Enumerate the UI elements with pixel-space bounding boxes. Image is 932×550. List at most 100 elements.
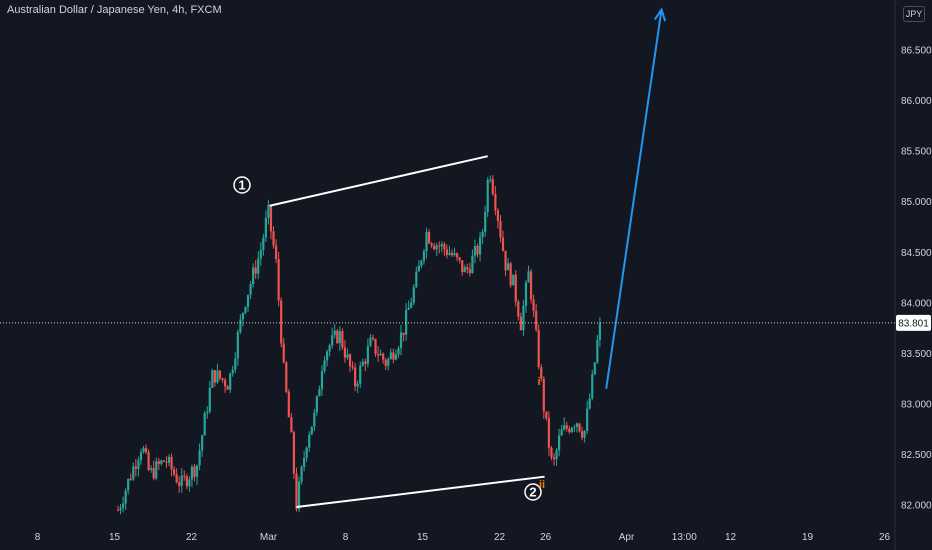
candle-body xyxy=(427,231,431,244)
candle-body xyxy=(183,475,186,477)
price-tick-label: 83.500 xyxy=(901,349,932,360)
candle-body xyxy=(494,193,497,211)
candle-body xyxy=(287,391,290,418)
candle-body xyxy=(550,447,553,458)
candle-body xyxy=(346,354,349,358)
candle-body xyxy=(565,425,568,429)
candle-body xyxy=(440,244,443,247)
candle-body xyxy=(351,366,354,368)
price-tick-label: 85.000 xyxy=(901,197,932,208)
candle-body xyxy=(580,431,584,438)
candle-body xyxy=(524,282,528,306)
time-axis[interactable]: 8 15 22 Mar 8 15 22 26 Apr 13:00 12 19 26 xyxy=(35,532,891,543)
candle-body xyxy=(514,274,517,302)
candle-body xyxy=(223,380,227,387)
candle-body xyxy=(116,510,120,512)
candle-body xyxy=(570,427,573,433)
candle-body xyxy=(198,450,201,466)
candle-body xyxy=(267,205,270,218)
candle-body xyxy=(517,301,520,317)
candle-body xyxy=(188,479,191,487)
price-tick-label: 84.500 xyxy=(901,248,932,259)
last-price-box xyxy=(896,314,931,331)
candle-body xyxy=(150,468,153,470)
candle-body xyxy=(239,319,242,333)
candle-body xyxy=(545,411,548,419)
candle-body xyxy=(178,482,181,486)
candle-body xyxy=(211,370,214,388)
candle-body xyxy=(280,300,283,344)
candle-body xyxy=(325,351,329,361)
wave-label: 2 xyxy=(529,485,536,500)
candle-body xyxy=(405,309,408,335)
candle-body xyxy=(591,374,594,399)
candle-body xyxy=(540,367,543,379)
price-tick-label: 86.000 xyxy=(901,96,932,107)
candle-body xyxy=(310,426,313,435)
currency-badge[interactable]: JPY xyxy=(903,6,925,22)
candle-body xyxy=(552,457,556,460)
candle-body xyxy=(384,359,387,366)
candle-body xyxy=(522,305,525,331)
time-tick-label: Mar xyxy=(260,532,278,543)
candle-body xyxy=(361,361,364,366)
candle-body xyxy=(218,370,222,379)
candle-body xyxy=(598,322,601,341)
projection-arrow-line xyxy=(605,9,663,389)
candle-body xyxy=(132,466,135,480)
candle-body xyxy=(162,460,165,462)
candle-body xyxy=(257,258,260,274)
candle-body xyxy=(422,251,426,261)
candle-body xyxy=(249,284,252,295)
candle-body xyxy=(208,387,211,412)
candle-body xyxy=(308,434,311,448)
candle-body xyxy=(259,250,262,259)
candle-body xyxy=(509,263,512,286)
candle-body xyxy=(236,332,239,359)
candle-body xyxy=(185,476,188,487)
candle-body xyxy=(252,267,255,285)
candle-body xyxy=(300,466,303,482)
candle-body xyxy=(461,260,464,273)
price-axis[interactable]: 82.000 82.500 83.000 83.500 84.000 84.500 85.0… xyxy=(901,46,932,512)
price-tick-label: 82.500 xyxy=(901,450,932,461)
subwave-label: ii xyxy=(539,479,545,491)
wave-label: 1 xyxy=(238,178,245,193)
candle-body xyxy=(292,432,296,474)
candle-body xyxy=(397,348,400,355)
candle-body xyxy=(529,271,533,300)
candle-body xyxy=(458,257,461,261)
candle-body xyxy=(165,461,168,463)
candle-body xyxy=(586,408,589,431)
candle-body xyxy=(331,335,334,346)
candle-body xyxy=(596,340,599,363)
time-tick-label: 22 xyxy=(186,532,198,543)
candle-body xyxy=(560,429,563,436)
candle-body xyxy=(575,423,579,427)
candle-body xyxy=(221,378,224,381)
candle-body xyxy=(277,258,280,301)
candle-body xyxy=(323,360,326,372)
time-tick-label: 8 xyxy=(343,532,349,543)
candle-body xyxy=(147,452,150,470)
candle-body xyxy=(364,361,367,364)
candle-body xyxy=(507,263,510,271)
candle-body xyxy=(129,478,132,480)
candle-body xyxy=(484,212,487,233)
candle-body xyxy=(152,468,155,479)
candle-body xyxy=(435,245,438,250)
candle-body xyxy=(438,245,441,247)
candle-body xyxy=(157,461,160,464)
candle-body xyxy=(542,378,545,412)
candle-body xyxy=(471,255,474,274)
candle-body xyxy=(366,346,369,364)
candle-body xyxy=(463,267,466,273)
candle-body xyxy=(537,329,540,368)
price-tick-label: 83.000 xyxy=(901,399,932,410)
candle-body xyxy=(527,271,530,283)
candle-body xyxy=(155,461,158,479)
candle-body xyxy=(305,447,308,458)
candle-body xyxy=(206,411,209,414)
